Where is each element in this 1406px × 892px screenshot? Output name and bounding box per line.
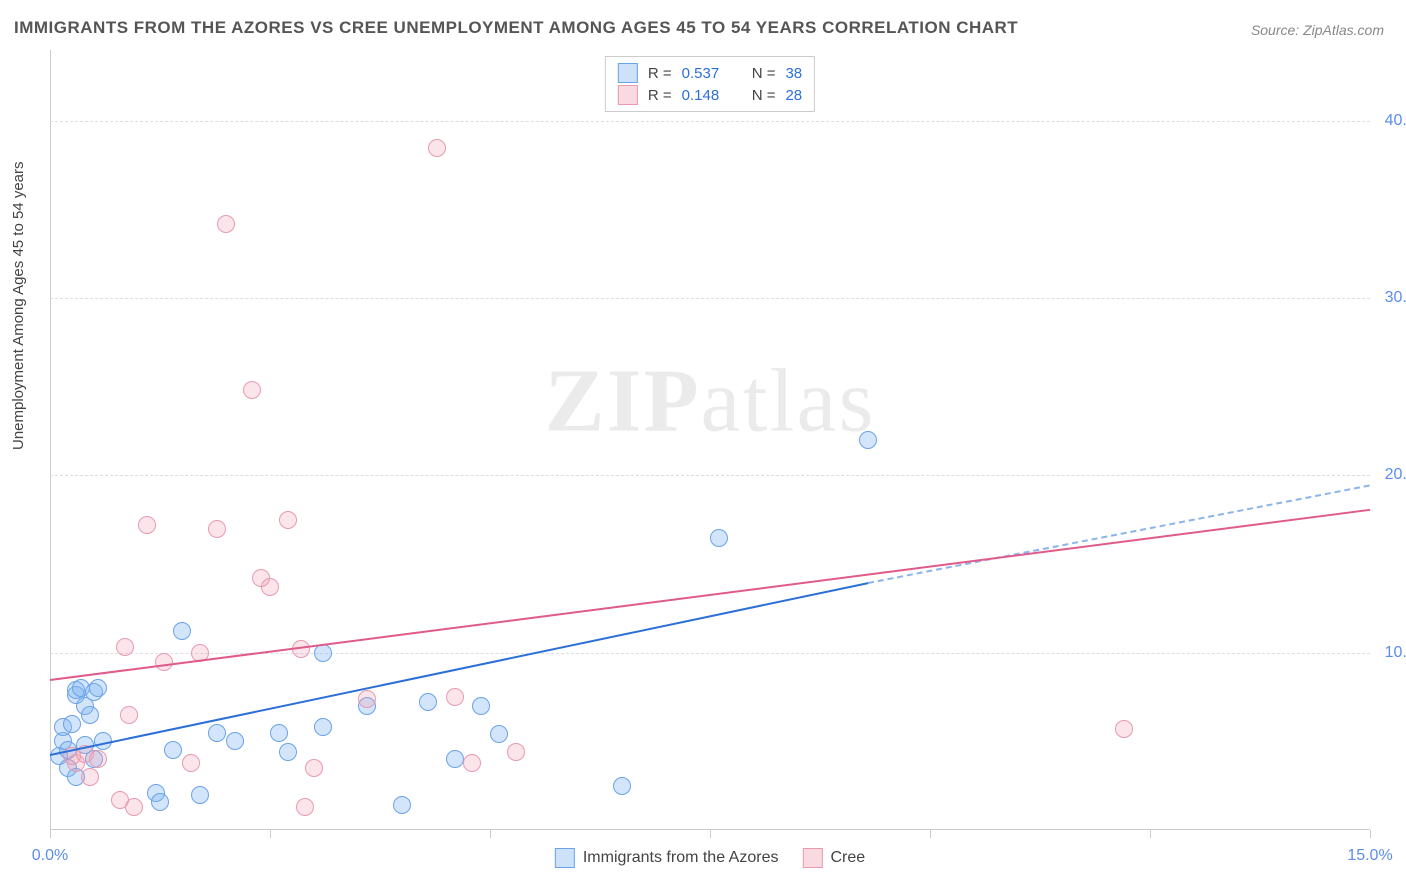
x-tick-label: 0.0% — [32, 847, 68, 865]
x-tick — [1370, 830, 1371, 838]
data-point — [151, 793, 169, 811]
trend-line — [868, 484, 1370, 583]
data-point — [182, 754, 200, 772]
plot-area: ZIPatlas 10.0%20.0%30.0%40.0%0.0%15.0%R … — [50, 50, 1370, 830]
x-tick — [270, 830, 271, 838]
grid-line — [50, 298, 1370, 299]
legend-swatch — [618, 85, 638, 105]
data-point — [419, 693, 437, 711]
x-tick — [50, 830, 51, 838]
legend-label: Cree — [830, 849, 865, 867]
data-point — [63, 715, 81, 733]
data-point — [226, 732, 244, 750]
legend-item: Immigrants from the Azores — [555, 848, 779, 868]
data-point — [89, 679, 107, 697]
y-axis-label: Unemployment Among Ages 45 to 54 years — [10, 161, 27, 450]
data-point — [296, 798, 314, 816]
data-point — [120, 706, 138, 724]
data-point — [859, 431, 877, 449]
data-point — [1115, 720, 1133, 738]
y-tick-label: 40.0% — [1385, 112, 1406, 130]
data-point — [164, 741, 182, 759]
y-tick-label: 30.0% — [1385, 289, 1406, 307]
data-point — [446, 688, 464, 706]
data-point — [279, 743, 297, 761]
data-point — [314, 718, 332, 736]
data-point — [305, 759, 323, 777]
data-point — [138, 516, 156, 534]
grid-line — [50, 475, 1370, 476]
data-point — [89, 750, 107, 768]
data-point — [125, 798, 143, 816]
source-label: Source: ZipAtlas.com — [1251, 22, 1384, 38]
data-point — [490, 725, 508, 743]
data-point — [208, 724, 226, 742]
trend-line — [50, 582, 869, 756]
x-tick-label: 15.0% — [1347, 847, 1392, 865]
legend-label: Immigrants from the Azores — [583, 849, 779, 867]
data-point — [428, 139, 446, 157]
data-point — [208, 520, 226, 538]
data-point — [173, 622, 191, 640]
data-point — [261, 578, 279, 596]
data-point — [191, 786, 209, 804]
data-point — [613, 777, 631, 795]
data-point — [507, 743, 525, 761]
data-point — [270, 724, 288, 742]
x-tick — [1150, 830, 1151, 838]
legend-swatch — [555, 848, 575, 868]
y-tick-label: 10.0% — [1385, 644, 1406, 662]
legend-series: Immigrants from the Azores Cree — [555, 848, 865, 868]
data-point — [243, 381, 261, 399]
legend-row: R = 0.537 N = 38 — [618, 63, 802, 83]
data-point — [116, 638, 134, 656]
legend-swatch — [802, 848, 822, 868]
data-point — [217, 215, 235, 233]
legend-stats: R = 0.537 N = 38R = 0.148 N = 28 — [605, 56, 815, 112]
data-point — [710, 529, 728, 547]
data-point — [446, 750, 464, 768]
legend-item: Cree — [802, 848, 865, 868]
data-point — [472, 697, 490, 715]
data-point — [81, 768, 99, 786]
x-tick — [710, 830, 711, 838]
watermark: ZIPatlas — [545, 350, 876, 453]
grid-line — [50, 121, 1370, 122]
y-tick-label: 20.0% — [1385, 466, 1406, 484]
data-point — [279, 511, 297, 529]
y-axis-line — [50, 50, 51, 830]
data-point — [358, 690, 376, 708]
data-point — [155, 653, 173, 671]
chart-title: IMMIGRANTS FROM THE AZORES VS CREE UNEMP… — [14, 18, 1018, 38]
data-point — [463, 754, 481, 772]
data-point — [81, 706, 99, 724]
data-point — [393, 796, 411, 814]
x-tick — [930, 830, 931, 838]
legend-swatch — [618, 63, 638, 83]
x-tick — [490, 830, 491, 838]
legend-row: R = 0.148 N = 28 — [618, 85, 802, 105]
